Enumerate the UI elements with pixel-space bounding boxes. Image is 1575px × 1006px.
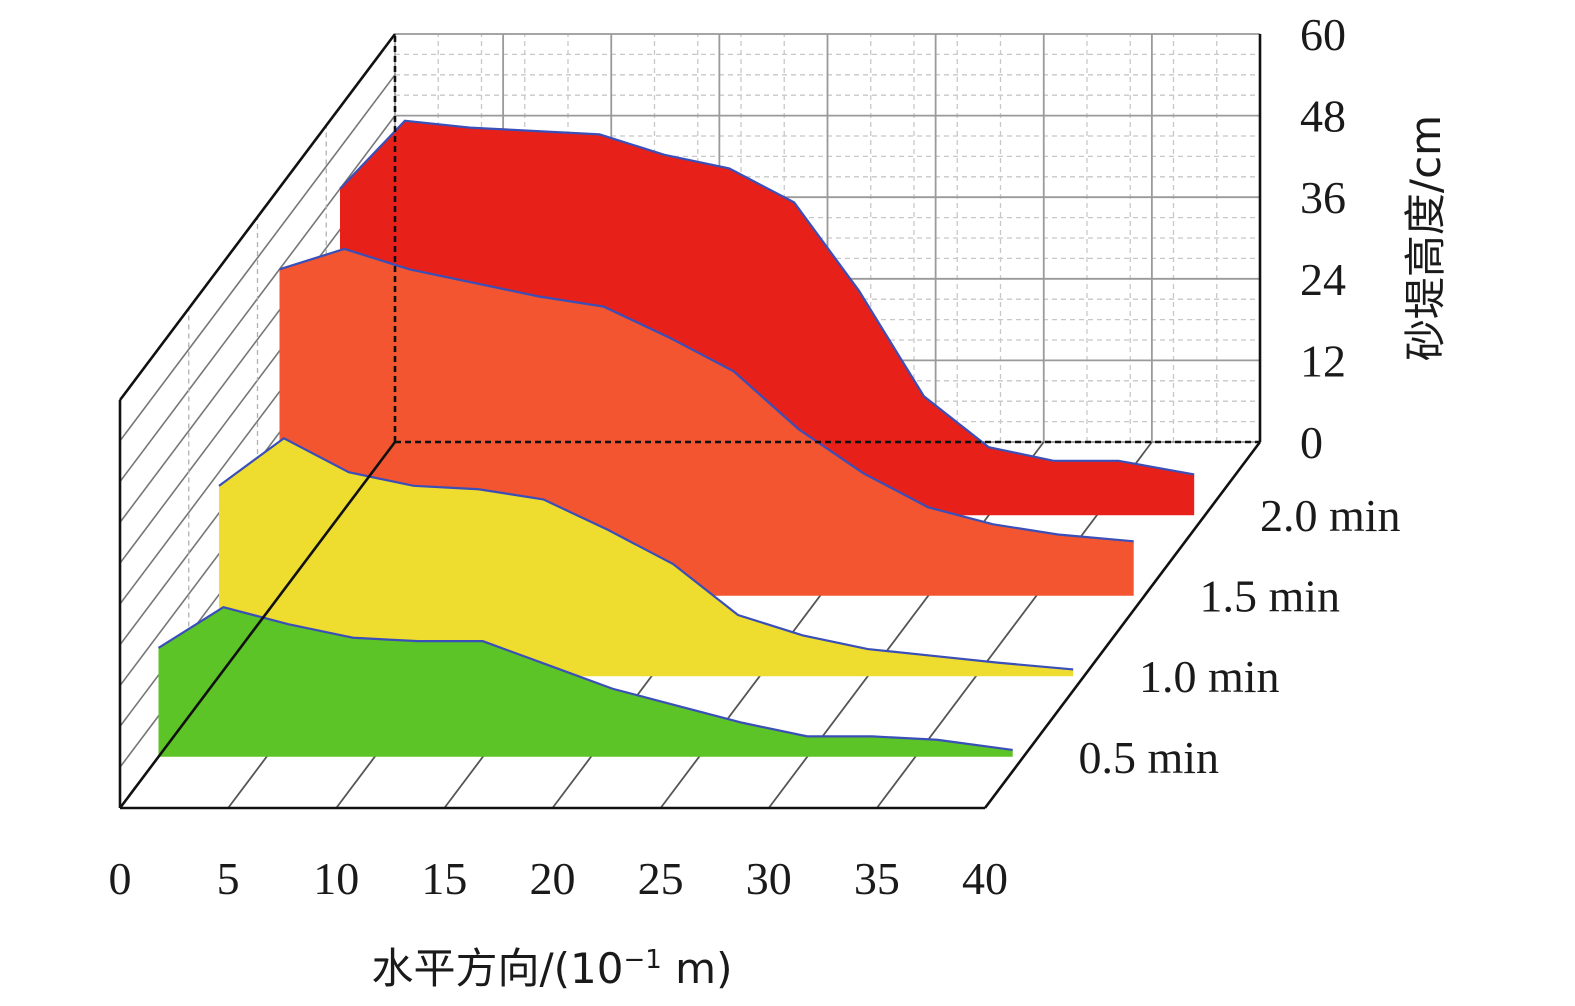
x-tick-label: 40 bbox=[962, 853, 1008, 904]
frame bbox=[118, 33, 1262, 810]
side-wall-gridline bbox=[119, 74, 396, 442]
series-label: 1.0 min bbox=[1139, 651, 1280, 702]
y-tick-label: 0 bbox=[1300, 417, 1323, 468]
y-tick-label: 12 bbox=[1300, 335, 1346, 386]
x-tick-label: 5 bbox=[217, 853, 240, 904]
series-labels: 0.5 min 1.0 min 1.5 min 2.0 min bbox=[1079, 490, 1401, 783]
area-edge bbox=[279, 247, 1134, 543]
y-tick-label: 48 bbox=[1300, 91, 1346, 142]
series-label: 0.5 min bbox=[1079, 732, 1220, 783]
x-axis-title: 水平方向/(10−1 m) bbox=[372, 944, 733, 993]
x-tick-label: 20 bbox=[530, 853, 576, 904]
series-label: 1.5 min bbox=[1200, 571, 1341, 622]
area-1-0-min bbox=[219, 438, 1074, 677]
x-tick-label: 15 bbox=[421, 853, 467, 904]
y-tick-labels: 0 12 24 36 48 60 bbox=[1300, 9, 1346, 468]
y-tick-label: 60 bbox=[1300, 9, 1346, 60]
y-tick-label: 24 bbox=[1300, 254, 1346, 305]
depth-axis-line bbox=[983, 441, 1262, 809]
x-tick-label: 0 bbox=[109, 853, 132, 904]
y-axis-title: 砂堤高度/cm bbox=[1401, 115, 1450, 361]
top-left-edge bbox=[118, 33, 397, 401]
series-label: 2.0 min bbox=[1260, 490, 1401, 541]
x-tick-label: 10 bbox=[313, 853, 359, 904]
area-edge bbox=[157, 605, 1013, 752]
y-tick-label: 36 bbox=[1300, 172, 1346, 223]
floor-left-edge bbox=[118, 441, 397, 809]
x-tick-labels: 0 5 10 15 20 25 30 35 40 bbox=[109, 853, 1009, 904]
area-edge bbox=[218, 436, 1074, 671]
x-tick-label: 30 bbox=[746, 853, 792, 904]
x-tick-label: 35 bbox=[854, 853, 900, 904]
area-0-5-min bbox=[158, 607, 1013, 757]
areas bbox=[157, 119, 1195, 757]
x-tick-label: 25 bbox=[638, 853, 684, 904]
area-edge bbox=[339, 119, 1195, 476]
